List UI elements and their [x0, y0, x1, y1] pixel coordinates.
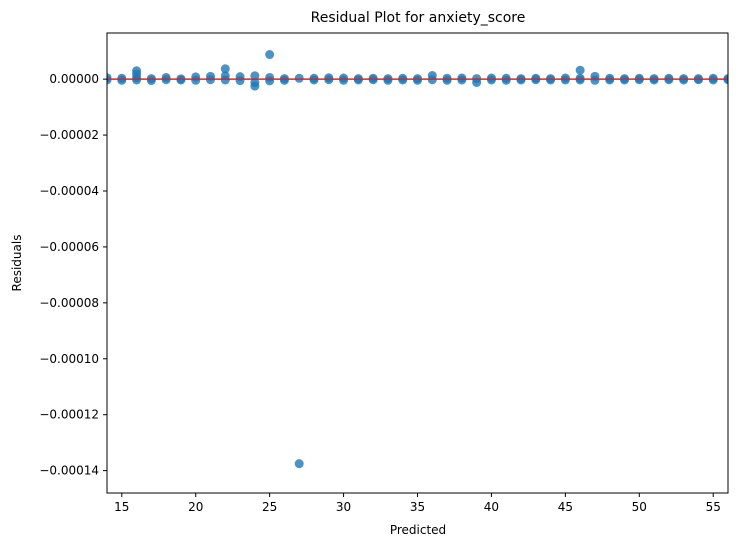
data-point — [191, 75, 201, 85]
x-tick-label: 55 — [706, 500, 721, 514]
data-point — [176, 75, 186, 85]
data-point — [486, 75, 496, 85]
x-tick-label: 15 — [114, 500, 129, 514]
data-point — [575, 65, 585, 75]
y-tick-label: 0.00000 — [49, 72, 99, 86]
data-point — [265, 76, 275, 86]
data-point — [383, 75, 393, 85]
data-point — [250, 71, 260, 81]
data-point — [620, 75, 629, 85]
data-point — [398, 75, 408, 85]
data-point — [560, 75, 570, 85]
y-tick-label: −0.00010 — [39, 352, 99, 366]
data-point — [472, 78, 482, 87]
data-point — [220, 75, 230, 85]
y-tick-label: −0.00014 — [39, 464, 99, 478]
data-point — [265, 50, 275, 60]
y-axis: 0.00000 −0.00002 −0.00004 −0.00006 −0.00008 −… — [39, 72, 107, 478]
data-point — [575, 75, 585, 85]
x-tick-label: 40 — [484, 500, 499, 514]
plot-area — [107, 50, 728, 469]
y-tick-label: −0.00012 — [39, 408, 99, 422]
y-tick-label: −0.00004 — [39, 184, 99, 198]
x-axis: 15 20 25 30 35 40 45 50 55 — [114, 493, 721, 514]
y-axis-label: Residuals — [10, 235, 24, 292]
x-tick-label: 20 — [188, 500, 203, 514]
data-point — [309, 75, 319, 85]
data-point — [250, 81, 260, 91]
data-point — [353, 75, 363, 85]
data-point — [590, 75, 600, 85]
x-tick-label: 25 — [262, 500, 277, 514]
data-point — [708, 75, 718, 85]
x-tick-label: 30 — [336, 500, 351, 514]
data-point — [294, 459, 304, 469]
data-point — [605, 75, 615, 85]
plot-frame — [106, 32, 729, 494]
data-point — [146, 76, 156, 86]
data-point — [279, 75, 289, 85]
data-point — [649, 75, 659, 85]
data-point — [546, 75, 556, 85]
data-point — [679, 75, 689, 85]
data-point — [413, 75, 422, 85]
data-point — [457, 75, 467, 85]
data-point — [501, 75, 511, 85]
data-point — [442, 75, 452, 85]
data-point — [117, 75, 127, 85]
data-point — [220, 64, 230, 74]
y-tick-label: −0.00008 — [39, 296, 99, 310]
data-point — [235, 76, 245, 86]
data-point — [294, 73, 304, 83]
chart-title: Residual Plot for anxiety_score — [311, 10, 526, 26]
x-axis-label: Predicted — [390, 523, 446, 537]
data-point — [132, 75, 142, 85]
data-point — [516, 75, 526, 85]
data-point — [339, 75, 349, 85]
x-tick-label: 35 — [410, 500, 425, 514]
x-tick-label: 45 — [558, 500, 573, 514]
data-point — [107, 75, 112, 85]
y-tick-label: −0.00006 — [39, 240, 99, 254]
y-tick-label: −0.00002 — [39, 128, 99, 142]
x-tick-label: 50 — [632, 500, 647, 514]
